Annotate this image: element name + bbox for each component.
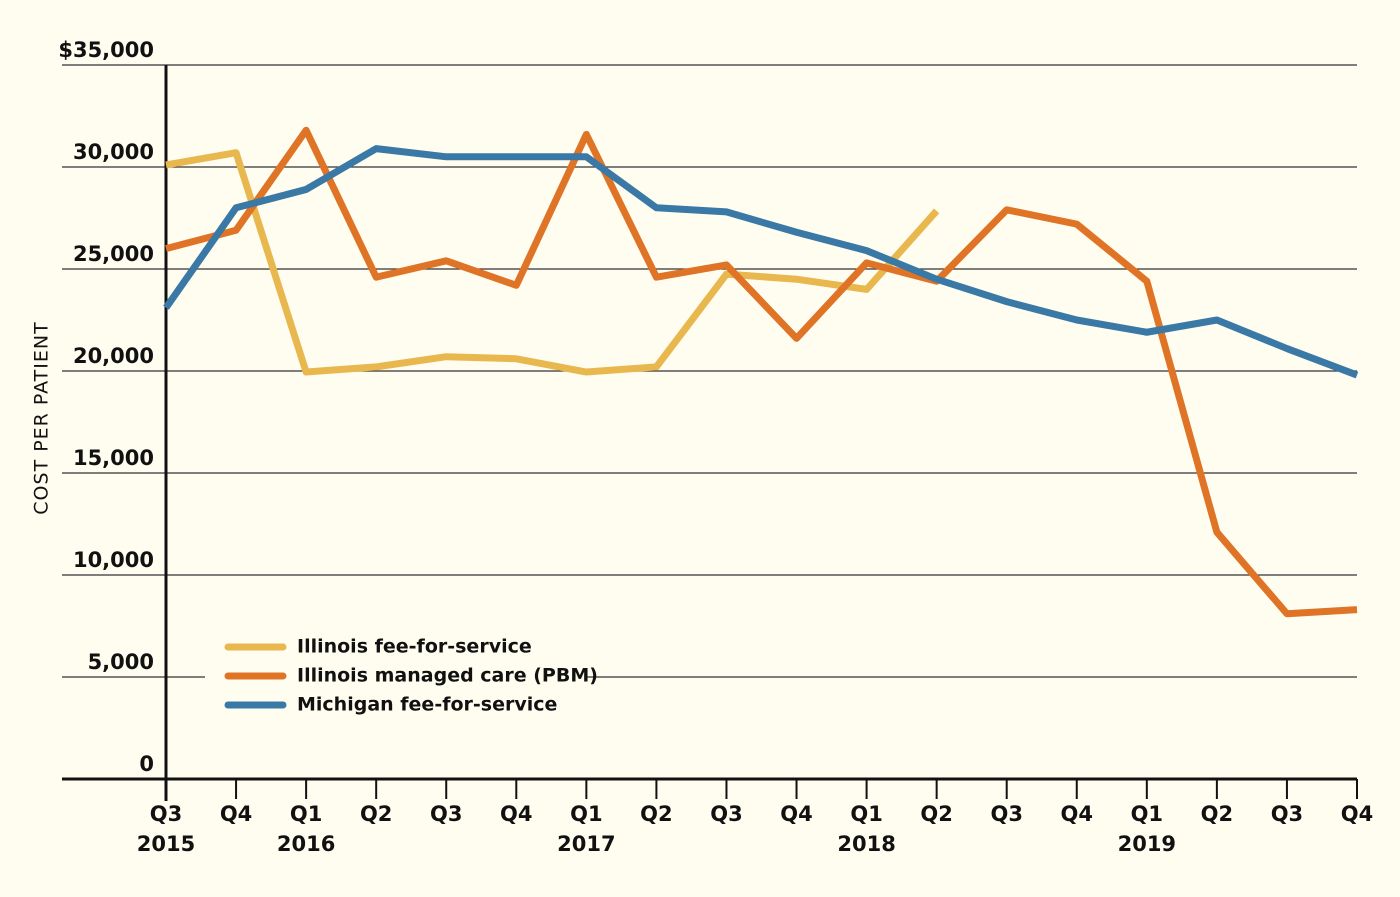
year-label: 2015 <box>137 832 195 856</box>
x-tick-label: Q3 <box>990 802 1022 826</box>
y-tick-label: 10,000 <box>73 548 154 572</box>
y-tick-label: 0 <box>139 752 154 776</box>
line-series <box>165 126 1358 618</box>
y-tick-label: 25,000 <box>73 242 154 266</box>
x-tick-label: Q4 <box>220 802 252 826</box>
y-tick-label: 15,000 <box>73 446 154 470</box>
year-label: 2017 <box>557 832 615 856</box>
y-tick-label: $35,000 <box>58 38 154 62</box>
y-tick-label: 30,000 <box>73 140 154 164</box>
x-tick-label: Q2 <box>1201 802 1233 826</box>
x-tick-label: Q4 <box>780 802 812 826</box>
year-label: 2016 <box>277 832 335 856</box>
x-tick-label: Q3 <box>1271 802 1303 826</box>
x-tick-label: Q2 <box>640 802 672 826</box>
x-tick-label: Q3 <box>150 802 182 826</box>
legend-label: Illinois managed care (PBM) <box>297 665 598 687</box>
y-tick-label: 5,000 <box>88 650 154 674</box>
x-tick-label: Q4 <box>1061 802 1093 826</box>
x-tick-label: Q1 <box>1131 802 1163 826</box>
x-tick-label: Q4 <box>500 802 532 826</box>
x-tick-label: Q3 <box>710 802 742 826</box>
x-tick-label: Q2 <box>920 802 952 826</box>
x-tick-label: Q1 <box>850 802 882 826</box>
x-tick-label: Q1 <box>570 802 602 826</box>
legend-label: Illinois fee-for-service <box>297 636 532 658</box>
legend-label: Michigan fee-for-service <box>297 694 557 716</box>
y-axis-label: COST PER PATIENT <box>31 321 53 514</box>
line-series <box>165 149 940 376</box>
line-series <box>163 145 1359 379</box>
year-label: 2018 <box>837 832 895 856</box>
x-tick-label: Q4 <box>1341 802 1373 826</box>
year-label: 2019 <box>1118 832 1176 856</box>
x-tick-label: Q1 <box>290 802 322 826</box>
x-tick-label: Q2 <box>360 802 392 826</box>
x-tick-label: Q3 <box>430 802 462 826</box>
y-tick-label: 20,000 <box>73 344 154 368</box>
